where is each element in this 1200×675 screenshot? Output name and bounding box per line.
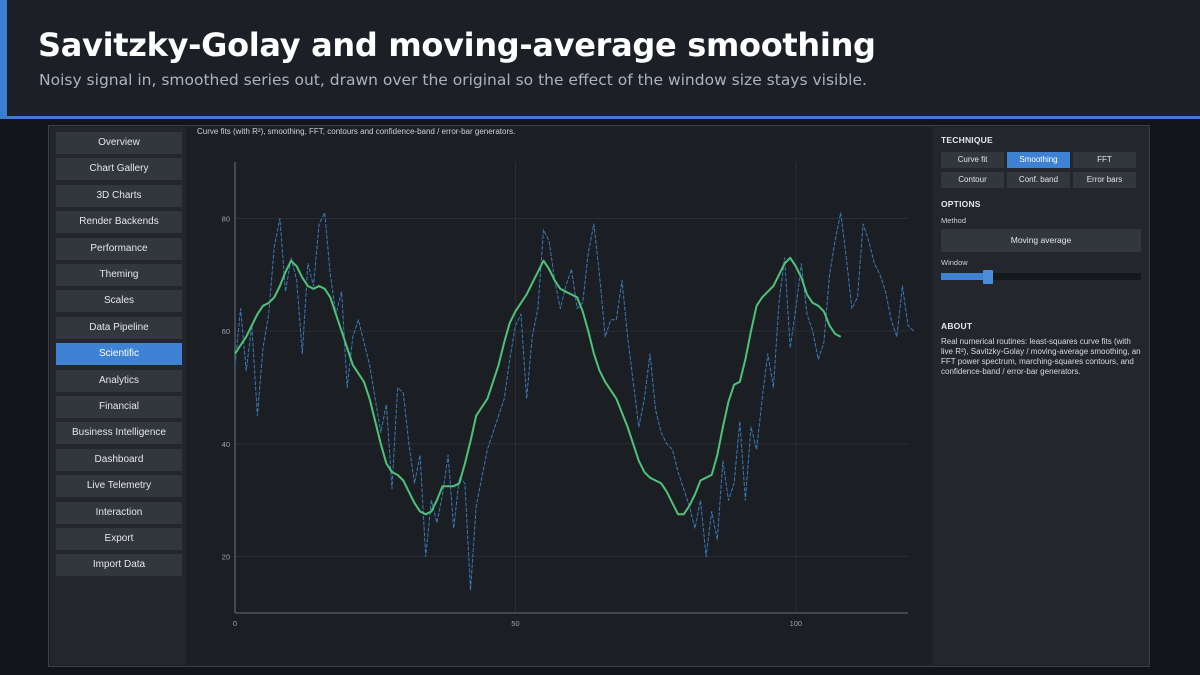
sidebar-item-render-backends[interactable]: Render Backends xyxy=(56,211,182,234)
page-title: Savitzky-Golay and moving-average smooth… xyxy=(38,26,876,64)
smoothed-signal-line xyxy=(234,256,842,516)
technique-curve-fit-button[interactable]: Curve fit xyxy=(941,152,1004,168)
chart-area: 20 40 60 80 0 50 100 xyxy=(195,142,926,642)
sidebar-item-import-data[interactable]: Import Data xyxy=(56,554,182,577)
options-title: OPTIONS xyxy=(941,199,981,209)
sidebar-item-overview[interactable]: Overview xyxy=(56,132,182,154)
method-select[interactable]: Moving average xyxy=(941,229,1141,252)
window-label: Window xyxy=(941,258,968,267)
y-tick-label: 20 xyxy=(222,553,230,562)
sidebar-item-export[interactable]: Export xyxy=(56,528,182,550)
header-accent-bar xyxy=(0,0,7,116)
sidebar-item-interaction[interactable]: Interaction xyxy=(56,501,182,524)
sidebar-item-performance[interactable]: Performance xyxy=(56,237,182,260)
sidebar-item-analytics[interactable]: Analytics xyxy=(56,369,182,392)
raw-signal-line xyxy=(234,212,914,591)
technique-contour-button[interactable]: Contour xyxy=(941,172,1004,188)
sidebar-item-theming[interactable]: Theming xyxy=(56,264,182,286)
technique-error-bars-button[interactable]: Error bars xyxy=(1073,172,1136,188)
sidebar-item-chart-gallery[interactable]: Chart Gallery xyxy=(56,158,182,181)
sidebar-item-3d-charts[interactable]: 3D Charts xyxy=(56,184,182,207)
sidebar-item-scientific[interactable]: Scientific xyxy=(56,343,182,366)
y-tick-label: 40 xyxy=(222,440,230,449)
technique-title: TECHNIQUE xyxy=(941,135,993,145)
method-label: Method xyxy=(941,216,967,225)
y-tick-label: 60 xyxy=(222,327,230,336)
header: Savitzky-Golay and moving-average smooth… xyxy=(0,0,1200,119)
app-window: Overview Chart Gallery 3D Charts Render Bac… xyxy=(48,125,1150,667)
x-tick-label: 0 xyxy=(233,619,237,628)
sidebar: Overview Chart Gallery 3D Charts Render Bac… xyxy=(50,127,186,665)
technique-conf-band-button[interactable]: Conf. band xyxy=(1007,172,1070,188)
sidebar-item-business-intelligence[interactable]: Business Intelligence xyxy=(56,422,182,445)
sidebar-item-financial[interactable]: Financial xyxy=(56,396,182,418)
page-subtitle: Noisy signal in, smoothed series out, dr… xyxy=(39,71,867,89)
sidebar-item-dashboard[interactable]: Dashboard xyxy=(56,448,182,471)
window-slider-thumb[interactable] xyxy=(983,270,993,284)
window-slider[interactable] xyxy=(941,270,1141,284)
header-rule xyxy=(0,116,1200,119)
about-text: Real numerical routines: least-squares c… xyxy=(941,337,1141,376)
x-tick-label: 50 xyxy=(511,619,519,628)
sidebar-item-data-pipeline[interactable]: Data Pipeline xyxy=(56,316,182,339)
smoothing-chart: 20 40 60 80 0 50 100 xyxy=(222,162,914,628)
y-tick-label: 80 xyxy=(222,214,230,223)
sidebar-item-live-telemetry[interactable]: Live Telemetry xyxy=(56,475,182,498)
window-slider-fill xyxy=(941,273,987,280)
technique-smoothing-button[interactable]: Smoothing xyxy=(1007,152,1070,168)
about-title: ABOUT xyxy=(941,321,973,331)
right-panel: TECHNIQUE Curve fit Smoothing FFT Contour Co… xyxy=(933,127,1149,665)
sidebar-item-scales[interactable]: Scales xyxy=(56,290,182,313)
technique-fft-button[interactable]: FFT xyxy=(1073,152,1136,168)
chart-caption: Curve fits (with R²), smoothing, FFT, co… xyxy=(197,127,516,136)
x-tick-label: 100 xyxy=(790,619,803,628)
